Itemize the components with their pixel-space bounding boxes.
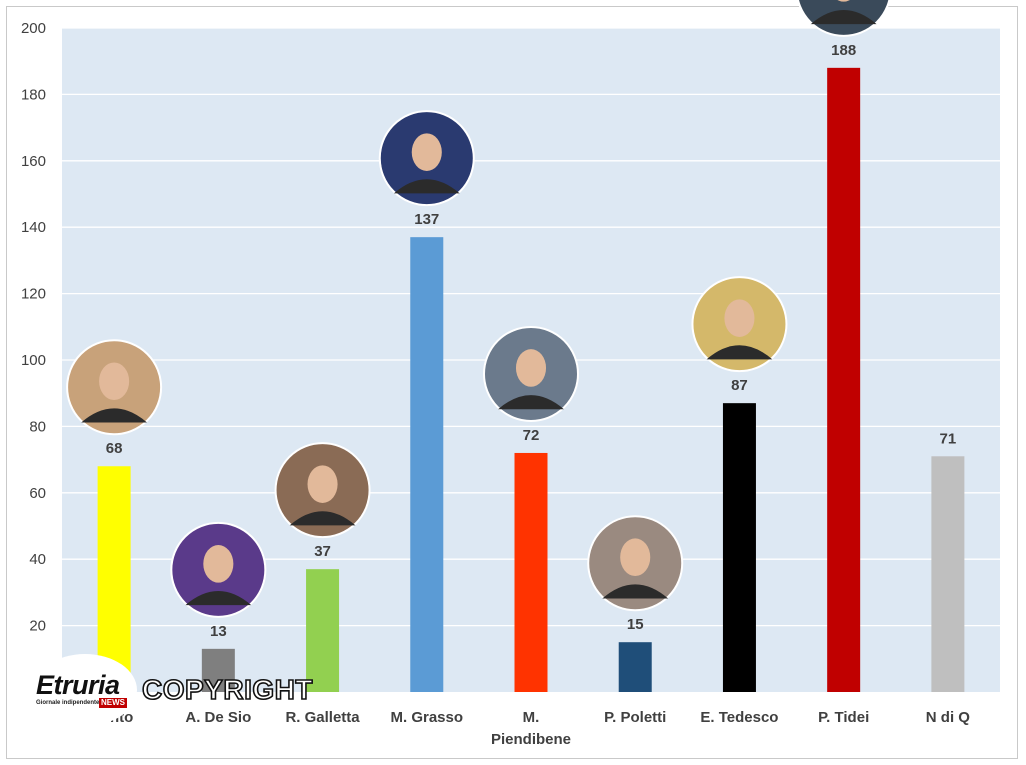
copyright-watermark: COPYRIGHT (141, 673, 313, 706)
portrait-6 (587, 515, 684, 612)
logo-badge: NEWS (99, 698, 127, 708)
data-label: 87 (731, 377, 748, 394)
x-tick-label: M. (523, 709, 540, 726)
bar-8 (827, 67, 861, 693)
bar-1 (97, 466, 131, 692)
y-tick-label: 100 (21, 352, 46, 369)
bar-9 (931, 456, 965, 692)
data-label: 137 (414, 211, 439, 228)
bar-5 (514, 452, 548, 692)
x-tick-label: M. Grasso (391, 709, 464, 726)
y-tick-label: 180 (21, 86, 46, 103)
data-label: 188 (831, 42, 856, 59)
y-tick-label: 20 (29, 618, 46, 635)
bar-6 (618, 642, 652, 692)
portrait-3 (274, 442, 371, 539)
logo-background (33, 654, 137, 726)
y-tick-label: 60 (29, 485, 46, 502)
y-tick-label: 40 (29, 551, 46, 568)
portrait-8 (796, 0, 891, 37)
y-tick-label: 140 (21, 219, 46, 236)
x-tick-label: A. De Sio (185, 709, 251, 726)
data-label: 37 (314, 543, 331, 560)
x-tick-label: P. Tidei (818, 709, 869, 726)
portrait-7 (691, 276, 788, 373)
portrait-1 (66, 339, 163, 436)
x-tick-label: N di Q (926, 709, 970, 726)
bar-7 (722, 403, 756, 692)
data-label: 15 (627, 616, 644, 633)
y-tick-label: 200 (21, 20, 46, 37)
x-tick-label: P. Poletti (604, 709, 666, 726)
bar-3 (306, 569, 340, 692)
x-tick-label: Piendibene (491, 731, 571, 748)
etruria-logo (32, 650, 138, 726)
x-tick-label: E. Tedesco (700, 709, 778, 726)
data-label: 71 (940, 430, 957, 447)
portrait-2 (170, 521, 267, 618)
logo-brand: Etruria (36, 670, 120, 700)
data-label: 72 (523, 427, 540, 444)
y-tick-label: 160 (21, 153, 46, 170)
data-label: 13 (210, 623, 227, 640)
logo-tagline: Giornale indipendente (36, 700, 100, 706)
bar-4 (410, 237, 444, 692)
data-label: 68 (106, 440, 123, 457)
portrait-5 (483, 325, 579, 422)
y-tick-label: 80 (29, 418, 46, 435)
x-tick-label: R. Galletta (285, 709, 360, 726)
y-tick-label: 120 (21, 286, 46, 303)
bar-2 (201, 648, 235, 692)
portrait-4 (378, 110, 475, 207)
